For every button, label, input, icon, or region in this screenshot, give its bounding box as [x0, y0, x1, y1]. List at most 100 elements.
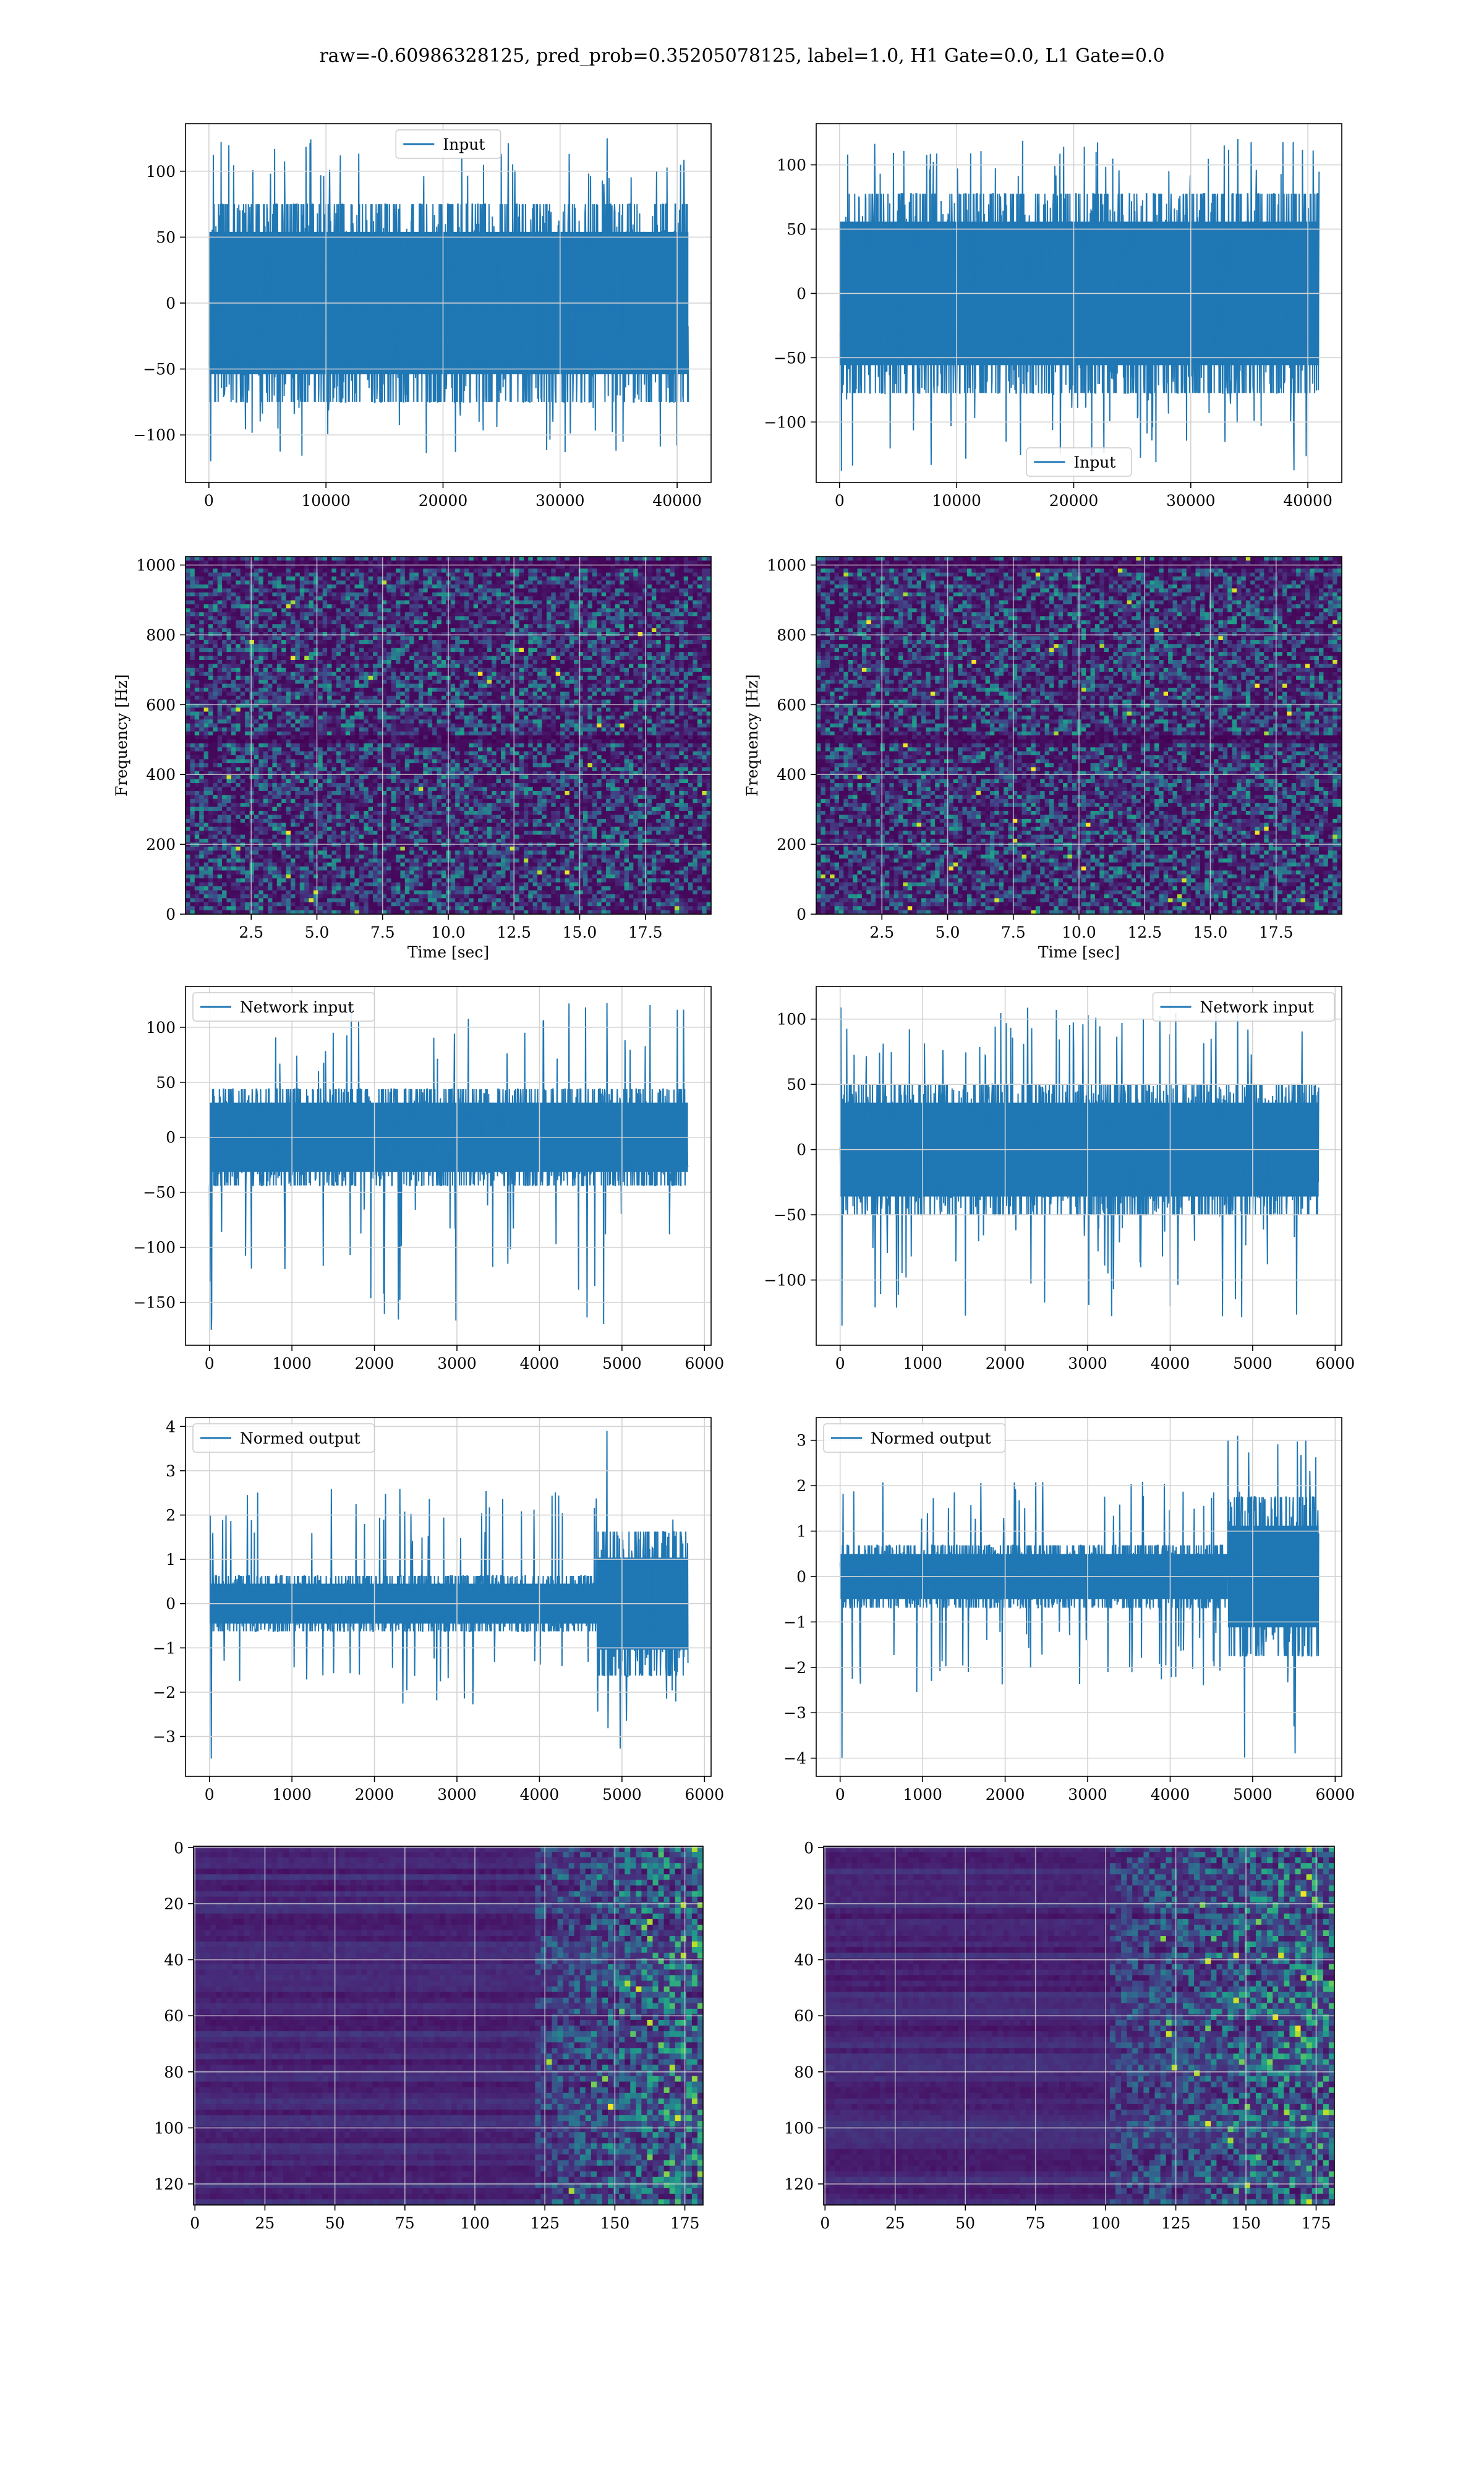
heatmap-cell: [350, 624, 356, 629]
heatmap-cell: [441, 576, 446, 581]
heatmap-cell: [414, 624, 419, 629]
heatmap-cell: [391, 608, 396, 613]
heatmap-cell: [386, 700, 392, 704]
heatmap-cell: [217, 636, 223, 641]
heatmap-cell: [322, 644, 328, 649]
heatmap-cell: [368, 648, 373, 653]
heatmap-cell: [528, 576, 534, 581]
heatmap-cell: [532, 608, 538, 613]
heatmap-cell: [633, 691, 639, 696]
heatmap-cell: [359, 715, 364, 720]
heatmap-cell: [459, 715, 465, 720]
heatmap-cell: [519, 640, 524, 644]
heatmap-cell: [382, 616, 387, 621]
heatmap-cell: [368, 596, 373, 601]
heatmap-cell: [528, 632, 534, 636]
heatmap-cell: [309, 616, 314, 621]
heatmap-cell: [336, 703, 341, 708]
heatmap-cell: [313, 660, 318, 664]
heatmap-cell: [587, 608, 593, 613]
heatmap-cell: [231, 711, 236, 716]
heatmap-cell: [190, 703, 195, 708]
heatmap-cell: [313, 700, 318, 704]
heatmap-cell: [263, 616, 268, 621]
heatmap-cell: [587, 624, 593, 629]
heatmap-cell: [190, 620, 195, 625]
heatmap-cell: [258, 695, 264, 700]
heatmap-cell: [313, 588, 318, 593]
heatmap-cell: [322, 640, 328, 644]
heatmap-cell: [245, 687, 250, 692]
heatmap-cell: [427, 703, 433, 708]
heatmap-cell: [254, 568, 259, 573]
heatmap-cell: [190, 648, 195, 653]
heatmap-cell: [240, 580, 245, 585]
heatmap-cell: [674, 557, 680, 561]
heatmap-cell: [670, 708, 675, 712]
heatmap-cell: [482, 624, 488, 629]
heatmap-cell: [331, 703, 337, 708]
heatmap-cell: [656, 568, 662, 573]
heatmap-cell: [377, 691, 383, 696]
heatmap-cell: [610, 711, 616, 716]
heatmap-cell: [199, 640, 205, 644]
heatmap-cell: [670, 557, 675, 561]
heatmap-cell: [327, 652, 333, 657]
heatmap-cell: [633, 572, 639, 577]
heatmap-cell: [597, 680, 602, 685]
heatmap-cell: [423, 703, 429, 708]
heatmap-cell: [272, 719, 278, 724]
heatmap-cell: [391, 612, 396, 617]
heatmap-cell: [656, 628, 662, 633]
heatmap-cell: [587, 564, 593, 569]
heatmap-cell: [683, 636, 689, 641]
heatmap-cell: [560, 660, 566, 664]
heatmap-cell: [679, 708, 684, 712]
heatmap-cell: [583, 719, 588, 724]
heatmap-cell: [660, 700, 666, 704]
heatmap-cell: [295, 719, 301, 724]
heatmap-cell: [565, 564, 570, 569]
heatmap-cell: [565, 715, 570, 720]
heatmap-cell: [487, 624, 492, 629]
heatmap-cell: [519, 608, 524, 613]
heatmap-cell: [272, 564, 278, 569]
heatmap-cell: [409, 683, 415, 688]
heatmap-cell: [373, 664, 378, 669]
heatmap-cell: [674, 560, 680, 565]
heatmap-cell: [313, 695, 318, 700]
heatmap-cell: [391, 600, 396, 605]
heatmap-cell: [226, 592, 232, 597]
heatmap-cell: [624, 691, 629, 696]
heatmap-cell: [263, 632, 268, 636]
heatmap-cell: [226, 715, 232, 720]
heatmap-cell: [647, 683, 652, 688]
heatmap-cell: [638, 700, 643, 704]
heatmap-cell: [236, 680, 241, 685]
heatmap-cell: [364, 628, 369, 633]
heatmap-cell: [336, 557, 341, 561]
heatmap-cell: [354, 576, 360, 581]
heatmap-cell: [697, 564, 702, 569]
heatmap-cell: [441, 680, 446, 685]
heatmap-cell: [702, 648, 707, 653]
heatmap-cell: [514, 580, 520, 585]
heatmap-cell: [373, 624, 378, 629]
heatmap-cell: [432, 624, 438, 629]
heatmap-cell: [697, 568, 702, 573]
heatmap-cell: [601, 604, 607, 609]
heatmap-cell: [364, 612, 369, 617]
heatmap-cell: [345, 592, 351, 597]
heatmap-cell: [331, 600, 337, 605]
heatmap-cell: [606, 636, 611, 641]
heatmap-cell: [322, 572, 328, 577]
heatmap-cell: [190, 723, 195, 728]
heatmap-cell: [322, 600, 328, 605]
heatmap-cell: [313, 572, 318, 577]
heatmap-cell: [615, 600, 620, 605]
heatmap-cell: [496, 660, 501, 664]
heatmap-cell: [487, 664, 492, 669]
heatmap-cell: [473, 632, 479, 636]
heatmap-cell: [610, 656, 616, 661]
heatmap-cell: [327, 687, 333, 692]
